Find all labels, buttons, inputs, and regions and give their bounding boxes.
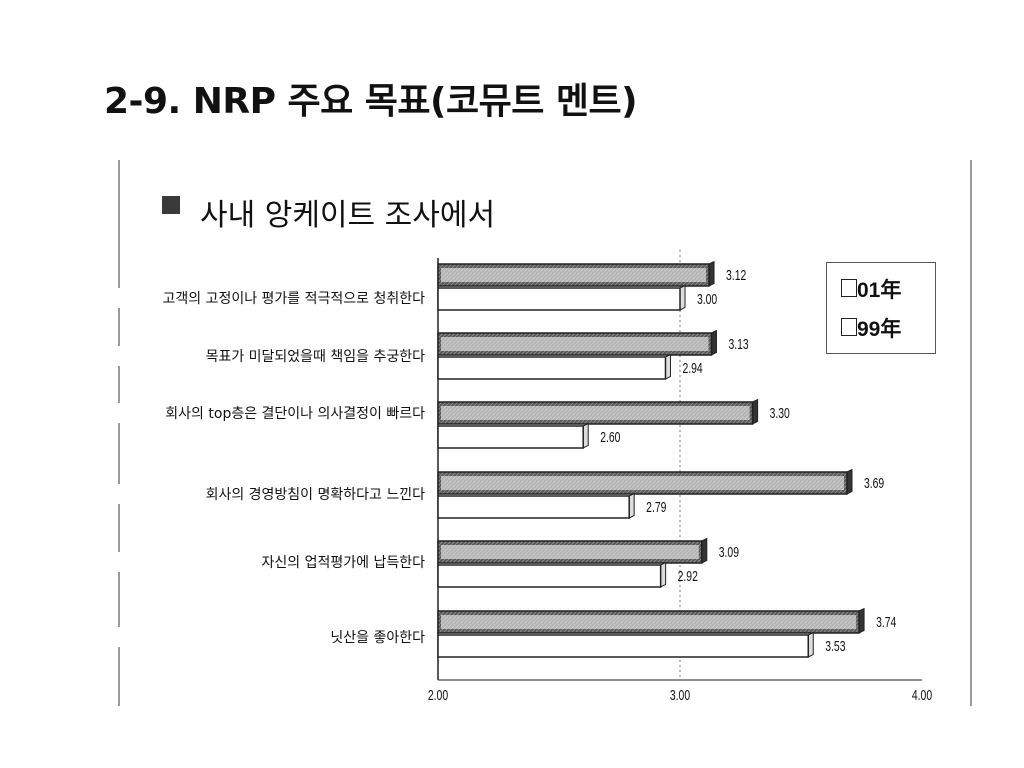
category-label: 닛산을 좋아한다 (60, 627, 425, 647)
bar-side (628, 492, 635, 519)
slide-title: 2-9. NRP 주요 목표(코뮤트 멘트) (104, 81, 638, 122)
chart-subtitle: 사내 앙케이트 조사에서 (200, 198, 496, 233)
data-label: 3.13 (728, 335, 748, 352)
data-label: 3.69 (864, 474, 884, 491)
legend-label-99: 99年 (857, 318, 902, 341)
data-label: 3.12 (726, 266, 746, 283)
x-tick-label: 2.00 (428, 686, 448, 703)
data-label: 2.94 (682, 359, 702, 376)
bar-side (660, 561, 667, 588)
bar-side (582, 422, 589, 449)
chart-legend: 01年 99年 (826, 262, 936, 354)
category-label: 회사의 경영방침이 명확하다고 느낀다 (60, 484, 425, 504)
data-label: 3.74 (876, 613, 896, 630)
x-tick-label: 3.00 (670, 686, 690, 703)
category-label: 목표가 미달되었을때 책임을 추궁한다 (60, 346, 425, 366)
bar-01-inner (441, 337, 709, 351)
category-label: 자신의 업적평가에 납득한다 (60, 552, 425, 572)
bar-99 (437, 564, 662, 588)
bar-99 (437, 634, 810, 658)
bar-99 (437, 356, 667, 380)
bar-01-inner (441, 476, 844, 490)
data-label: 3.53 (825, 637, 845, 654)
bar-99 (437, 287, 681, 311)
data-label: 3.09 (719, 543, 739, 560)
x-tick-label: 4.00 (912, 686, 932, 703)
legend-swatch-99 (841, 318, 857, 336)
bar-01-inner (441, 545, 699, 559)
legend-label-01: 01年 (857, 279, 902, 302)
bar-side (701, 537, 708, 564)
data-label: 2.79 (646, 498, 666, 515)
bar-99 (437, 495, 630, 519)
bullet-square (162, 196, 180, 214)
data-label: 3.30 (770, 404, 790, 421)
bar-01-inner (441, 406, 750, 420)
bar-99 (437, 425, 584, 449)
data-label: 3.00 (697, 290, 717, 307)
data-label: 2.60 (600, 428, 620, 445)
bar-01-inner (441, 268, 707, 282)
category-label: 고객의 고정이나 평가를 적극적으로 청취한다 (60, 288, 425, 308)
data-label: 2.92 (678, 567, 698, 584)
legend-swatch-01 (841, 279, 857, 297)
bar-side (710, 329, 717, 356)
bar-01-inner (441, 615, 857, 629)
category-label: 회사의 top층은 결단이나 의사결정이 빠르다 (60, 403, 425, 423)
bar-side (858, 607, 865, 634)
